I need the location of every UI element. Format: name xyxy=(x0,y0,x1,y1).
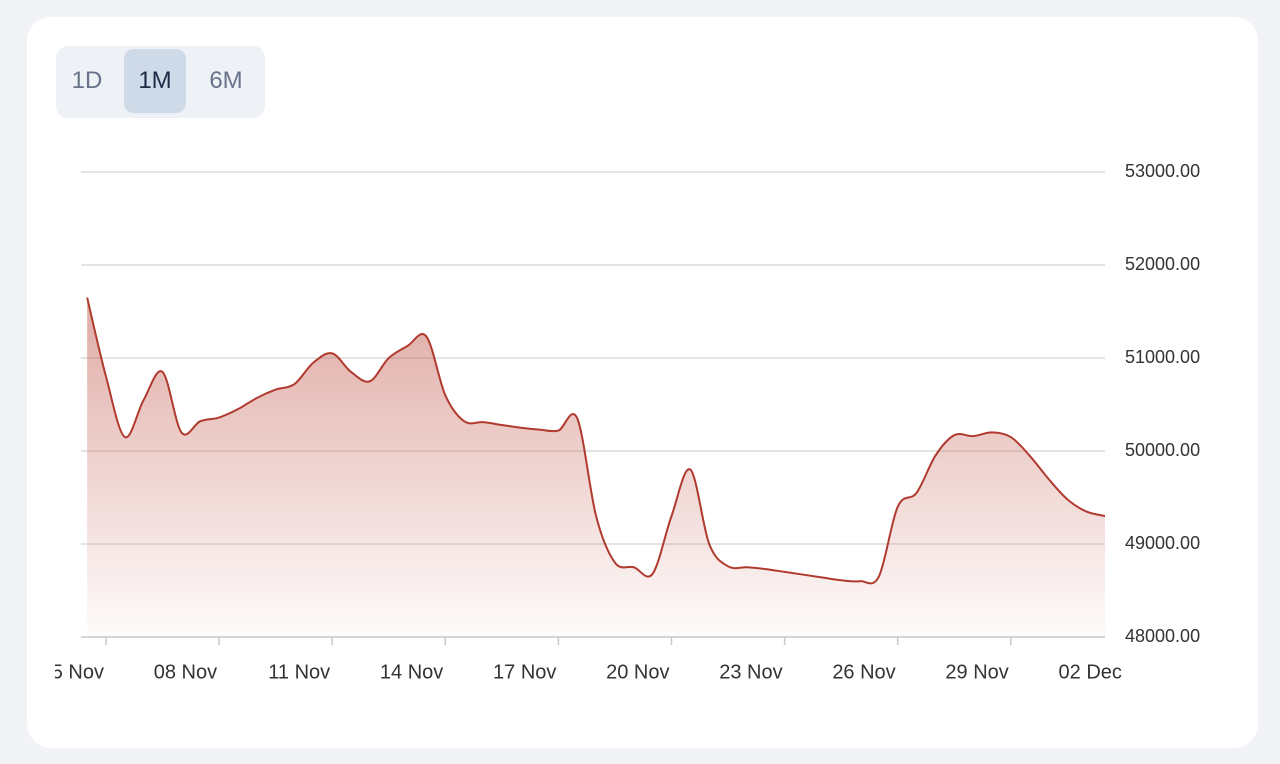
range-selector: 1D 1M 6M xyxy=(56,46,265,118)
x-tick-label: 11 Nov xyxy=(268,661,330,683)
price-line xyxy=(86,297,1105,585)
y-tick-label: 50000.00 xyxy=(1125,440,1200,460)
area-fill xyxy=(87,297,1105,637)
y-tick-label: 48000.00 xyxy=(1125,626,1200,646)
x-tick-label: 14 Nov xyxy=(380,661,443,683)
x-tick-label: 05 Nov xyxy=(41,661,104,683)
x-tick-label: 23 Nov xyxy=(719,661,782,683)
x-tick-label: 02 Dec xyxy=(1059,661,1122,683)
x-tick-label: 29 Nov xyxy=(945,661,1008,683)
range-button[interactable]: 1D xyxy=(56,49,118,113)
x-tick-label: 20 Nov xyxy=(606,661,669,683)
x-tick-label: 08 Nov xyxy=(154,661,217,683)
range-button[interactable]: 6M xyxy=(195,49,257,113)
y-tick-label: 49000.00 xyxy=(1125,533,1200,553)
x-tick-label: 26 Nov xyxy=(832,661,895,683)
y-tick-label: 51000.00 xyxy=(1125,347,1200,367)
y-tick-label: 52000.00 xyxy=(1125,254,1200,274)
y-tick-label: 53000.00 xyxy=(1125,161,1200,181)
range-button[interactable]: 1M xyxy=(124,49,186,113)
x-tick-label: 17 Nov xyxy=(493,661,556,683)
